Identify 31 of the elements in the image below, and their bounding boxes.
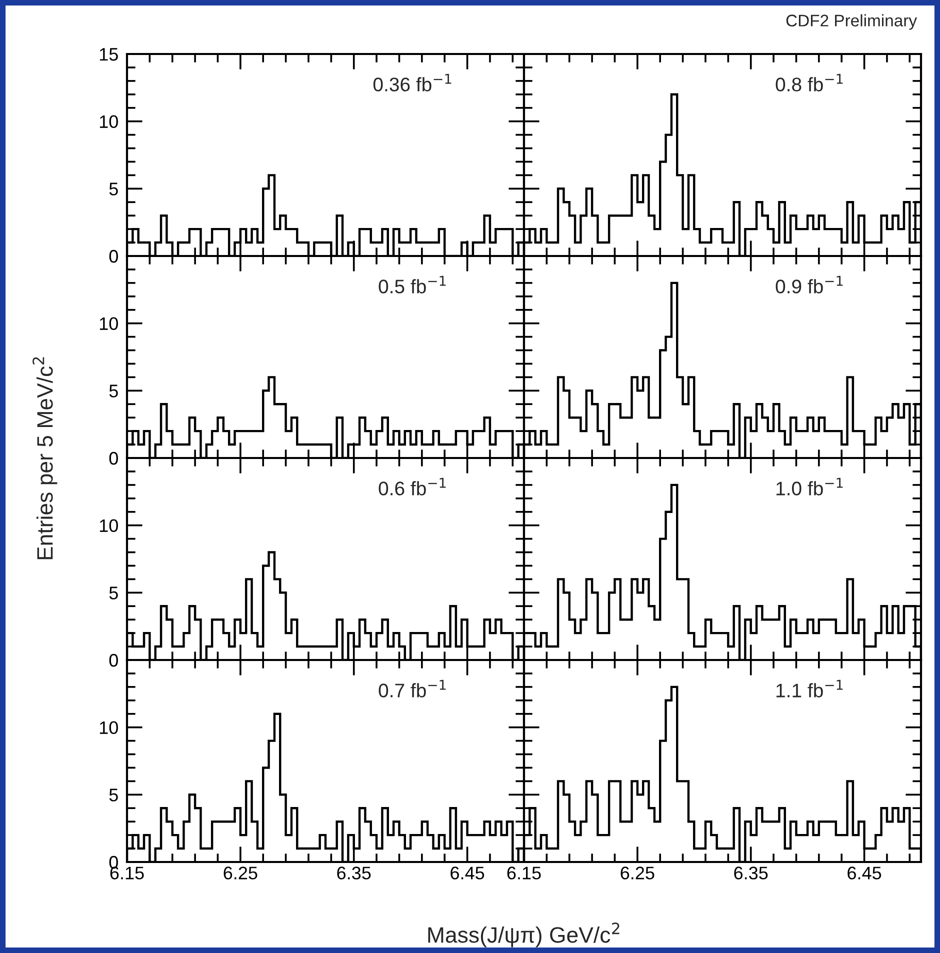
y-tick-label: 5 — [109, 788, 118, 802]
x-tick-label: 6.45 — [450, 866, 484, 880]
text: CDF2 Preliminary — [786, 14, 918, 30]
y-tick-label: 10 — [100, 519, 118, 532]
y-tick-label: 5 — [109, 586, 118, 600]
annotation: 0.9 fb$^{−1}$ — [776, 276, 843, 294]
annotation: 0.5 fb$^{−1}$ — [378, 276, 446, 294]
y-tick-label: 0 — [109, 250, 118, 263]
y-tick-label: 10 — [100, 115, 118, 128]
x-tick-label: 6.35 — [734, 866, 768, 880]
x-tick-label: 6.45 — [848, 866, 882, 880]
x-axis-title: Mass(J/ψπ) GeV/c$^{2}$ — [428, 922, 620, 948]
x-tick-label: 6.15 — [507, 866, 541, 880]
y-tick-label: 5 — [109, 182, 118, 196]
annotation: 1.0 fb$^{−1}$ — [776, 478, 843, 496]
annotation: 0.7 fb$^{−1}$ — [378, 680, 446, 698]
y-tick-label: 15 — [100, 48, 118, 61]
y-tick-label: 5 — [109, 384, 118, 398]
x-tick-label: 6.15 — [110, 866, 144, 880]
y-axis-title: Entries per 5 MeV/c$^{2}$ — [32, 357, 58, 560]
y-tick-label: 0 — [109, 452, 118, 465]
annotation: 0.36 fb$^{−1}$ — [373, 74, 452, 92]
x-tick-label: 6.25 — [224, 866, 258, 880]
x-tick-label: 6.25 — [620, 866, 654, 880]
annotation: 0.8 fb$^{−1}$ — [776, 74, 843, 92]
x-tick-label: 6.35 — [337, 866, 371, 880]
y-tick-label: 10 — [100, 721, 118, 734]
y-tick-label: 0 — [109, 654, 118, 667]
y-tick-label: 10 — [100, 317, 118, 330]
annotation: 0.6 fb$^{−1}$ — [378, 478, 446, 496]
annotation: 1.1 fb$^{−1}$ — [776, 680, 843, 698]
